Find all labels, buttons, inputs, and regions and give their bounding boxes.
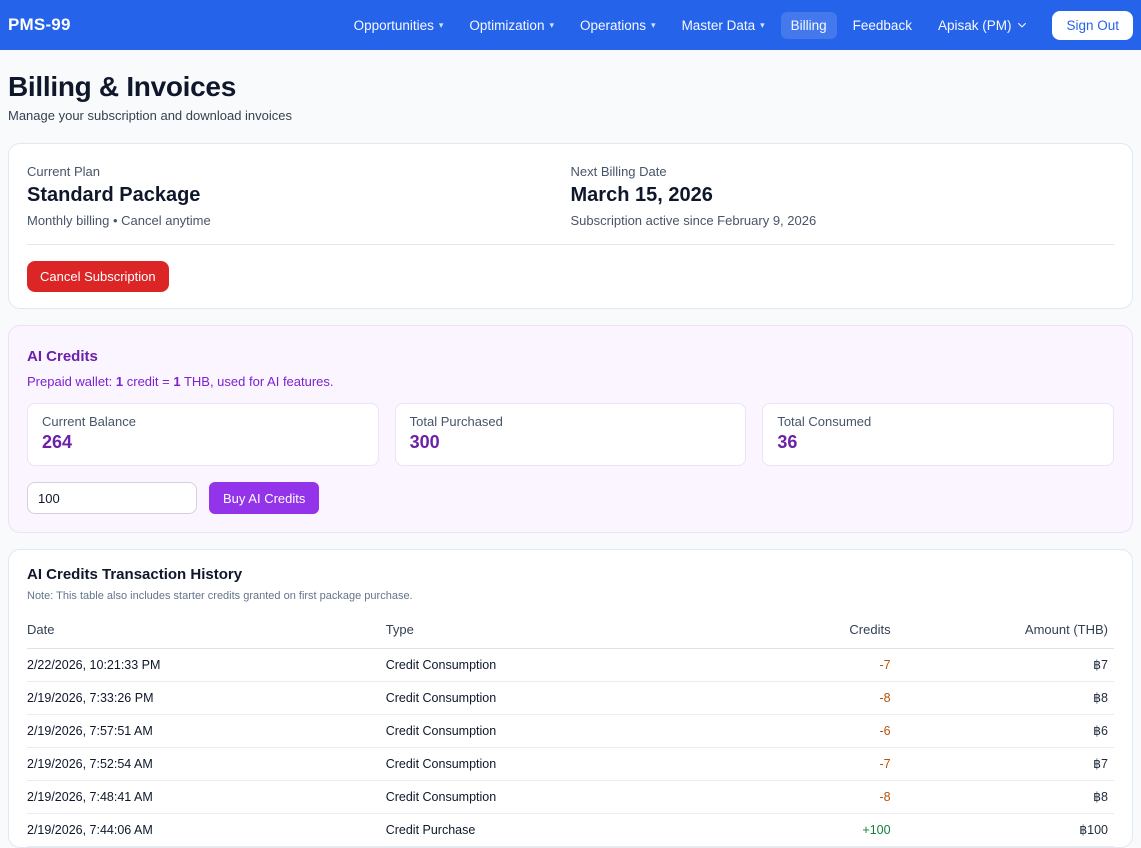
nav-item-label: Billing	[790, 17, 827, 33]
subscription-active-note: Subscription active since February 9, 20…	[570, 213, 817, 228]
stat-label: Total Purchased	[409, 414, 503, 429]
transaction-history-card: AI Credits Transaction History Note: Thi…	[8, 549, 1133, 848]
current-plan-card: Current Plan Standard Package Monthly bi…	[8, 143, 1133, 309]
buy-ai-credits-button[interactable]: Buy AI Credits	[209, 482, 320, 514]
nav-item-label: Optimization	[469, 17, 545, 33]
cell-date: 2/22/2026, 10:21:33 PM	[27, 648, 386, 682]
caret-down-icon: ▾	[760, 19, 765, 30]
table-row: 2/19/2026, 7:33:26 PM Credit Consumption -…	[27, 681, 1114, 715]
sign-out-button[interactable]: Sign Out	[1052, 10, 1133, 40]
stat-total-consumed: Total Consumed 36	[762, 403, 1114, 466]
app-brand: PMS-99	[8, 15, 71, 34]
stat-value: 36	[777, 432, 798, 452]
cell-amount: ฿7	[896, 747, 1114, 781]
cell-amount: ฿7	[896, 648, 1114, 682]
nav-item-master-data[interactable]: Master Data ▾	[672, 12, 775, 39]
caret-down-icon: ▾	[549, 19, 554, 30]
subtitle-bold: 1	[115, 374, 124, 389]
cell-credits: -6	[733, 714, 897, 748]
subtitle-text: Prepaid wallet:	[27, 374, 116, 389]
column-header-date: Date	[27, 614, 386, 649]
cell-type: Credit Consumption	[385, 714, 734, 748]
table-row: 2/22/2026, 10:21:33 PM Credit Consumption…	[27, 648, 1114, 682]
top-navbar: PMS-99 Opportunities ▾ Optimization ▾ Op…	[0, 0, 1141, 50]
cell-credits: -8	[733, 780, 897, 814]
cell-type: Credit Consumption	[385, 747, 734, 781]
nav-item-label: Feedback	[852, 17, 912, 33]
table-row: 2/19/2026, 7:44:06 AM Credit Purchase +100…	[27, 813, 1114, 847]
current-plan-name: Standard Package	[27, 184, 201, 206]
page-subtitle: Manage your subscription and download in…	[8, 108, 293, 123]
main-content: Billing & Invoices Manage your subscript…	[0, 71, 1141, 848]
ai-credits-card: AI Credits Prepaid wallet: 1 credit = 1 …	[8, 325, 1133, 533]
plan-billing-note: Monthly billing • Cancel anytime	[27, 213, 211, 228]
nav-item-feedback[interactable]: Feedback	[843, 12, 922, 39]
subtitle-bold: 1	[173, 374, 181, 389]
nav-item-label: Operations	[579, 17, 647, 33]
stat-value: 264	[42, 432, 73, 452]
ai-credits-title: AI Credits	[27, 348, 98, 365]
column-header-amount: Amount (THB)	[896, 614, 1114, 649]
nav-item-optimization[interactable]: Optimization ▾	[459, 12, 564, 39]
cell-credits: -8	[733, 681, 897, 715]
cell-type: Credit Consumption	[385, 648, 734, 682]
cell-type: Credit Purchase	[385, 813, 734, 847]
table-header-row: Date Type Credits Amount (THB)	[27, 614, 1114, 649]
table-row: 2/19/2026, 7:48:41 AM Credit Consumption -…	[27, 780, 1114, 814]
transaction-history-title: AI Credits Transaction History	[27, 566, 243, 583]
ai-credits-subtitle: Prepaid wallet: 1 credit = 1 THB, used f…	[27, 374, 1114, 389]
transaction-table: Date Type Credits Amount (THB) 2/22/2026…	[27, 614, 1114, 847]
subtitle-text: THB, used for AI features.	[180, 374, 334, 389]
transaction-history-note: Note: This table also includes starter c…	[27, 590, 413, 602]
stat-current-balance: Current Balance 264	[27, 403, 379, 466]
nav-item-billing[interactable]: Billing	[780, 11, 837, 39]
cell-amount: ฿100	[896, 813, 1114, 847]
caret-down-icon: ▾	[651, 19, 656, 30]
credits-stats-row: Current Balance 264 Total Purchased 300 …	[27, 403, 1114, 466]
cancel-subscription-button[interactable]: Cancel Subscription	[27, 261, 169, 292]
cell-date: 2/19/2026, 7:57:51 AM	[27, 714, 386, 748]
nav-item-opportunities[interactable]: Opportunities ▾	[344, 12, 454, 39]
nav-item-operations[interactable]: Operations ▾	[570, 12, 666, 39]
cell-date: 2/19/2026, 7:44:06 AM	[27, 813, 386, 847]
cell-date: 2/19/2026, 7:48:41 AM	[27, 780, 386, 814]
cell-credits: -7	[733, 747, 897, 781]
plan-info-grid: Current Plan Standard Package Monthly bi…	[27, 164, 1114, 228]
next-billing-date: March 15, 2026	[570, 184, 713, 206]
nav-item-label: Opportunities	[353, 17, 434, 33]
next-billing-label: Next Billing Date	[570, 164, 667, 179]
table-row: 2/19/2026, 7:57:51 AM Credit Consumption -…	[27, 714, 1114, 748]
cell-credits: +100	[733, 813, 897, 847]
credits-amount-input[interactable]	[27, 482, 197, 514]
stat-label: Current Balance	[42, 414, 136, 429]
table-row: 2/19/2026, 7:52:54 AM Credit Consumption -…	[27, 747, 1114, 781]
current-plan-block: Current Plan Standard Package Monthly bi…	[27, 164, 571, 228]
cell-credits: -7	[733, 648, 897, 682]
cell-amount: ฿8	[896, 681, 1114, 715]
cell-amount: ฿8	[896, 780, 1114, 814]
stat-total-purchased: Total Purchased 300	[394, 403, 747, 466]
nav-item-label: Master Data	[681, 17, 756, 33]
chevron-down-icon	[1016, 19, 1028, 31]
stat-value: 300	[409, 432, 440, 452]
cell-date: 2/19/2026, 7:33:26 PM	[27, 681, 386, 715]
card-divider	[27, 244, 1114, 245]
column-header-credits: Credits	[733, 614, 897, 649]
transaction-table-body: 2/22/2026, 10:21:33 PM Credit Consumption…	[27, 648, 1114, 847]
buy-credits-row: Buy AI Credits	[27, 482, 1114, 514]
caret-down-icon: ▾	[438, 19, 444, 30]
current-plan-label: Current Plan	[27, 164, 100, 179]
subtitle-text: credit =	[123, 374, 174, 389]
cell-amount: ฿6	[896, 714, 1114, 748]
user-menu[interactable]: Apisak (PM)	[928, 12, 1039, 39]
next-billing-block: Next Billing Date March 15, 2026 Subscri…	[571, 164, 1115, 228]
page-title: Billing & Invoices	[8, 71, 236, 102]
column-header-type: Type	[385, 614, 734, 649]
user-menu-label: Apisak (PM)	[937, 17, 1012, 33]
cell-type: Credit Consumption	[385, 780, 734, 814]
stat-label: Total Consumed	[777, 414, 872, 429]
cell-type: Credit Consumption	[385, 681, 734, 715]
main-nav: Opportunities ▾ Optimization ▾ Operation…	[344, 10, 1133, 40]
cell-date: 2/19/2026, 7:52:54 AM	[27, 747, 386, 781]
